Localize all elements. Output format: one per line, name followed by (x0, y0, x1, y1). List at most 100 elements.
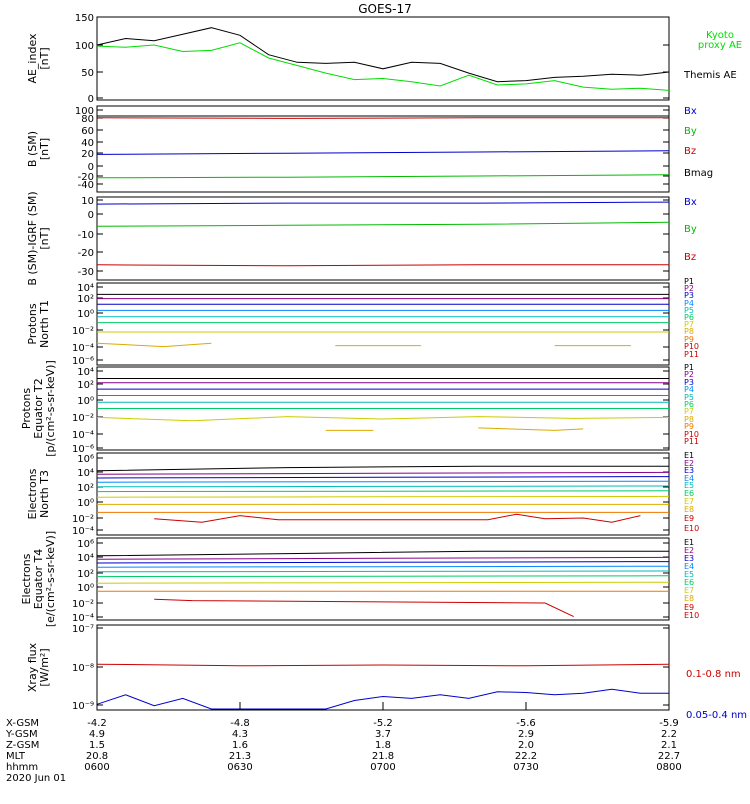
y-tick-label: 100 (75, 41, 94, 52)
x-table-value: 2.2 (661, 729, 677, 740)
ylabel-line: Equator T2 (32, 378, 45, 438)
y-tick-label: -10 (78, 230, 94, 241)
y-tick-label: 10⁻⁶ (72, 444, 94, 455)
x-table-value: 0800 (656, 762, 681, 773)
x-table-value: -4.2 (87, 718, 107, 729)
x-table-value: 0700 (370, 762, 395, 773)
series-line (154, 513, 641, 523)
series-line (325, 427, 584, 431)
series-line (96, 490, 670, 493)
legend-label: E6 (684, 489, 694, 498)
legend-label: E3 (684, 466, 694, 475)
legend-label: P2 (684, 284, 694, 293)
legend-label: P8 (684, 415, 694, 424)
y-tick-label: 0 (88, 162, 94, 173)
ylabel-line: North T1 (38, 300, 51, 348)
x-table-value: 0630 (227, 762, 252, 773)
legend-label: Themis AE (683, 70, 737, 81)
x-table-value: 1.6 (232, 740, 248, 751)
legend-label: P5 (684, 393, 694, 402)
y-tick-label: 10⁴ (77, 283, 94, 294)
legend-label: P9 (684, 335, 694, 344)
legend-label: proxy AE (698, 40, 742, 51)
panel-xray: Xray flux[W/m²] 10⁻⁷ 10⁻⁸ 10⁻⁹ 0.1-0.8 nm 0.0… (26, 624, 747, 721)
y-tick-label: 0 (88, 210, 94, 221)
series-line (96, 556, 670, 560)
series-line (96, 174, 670, 179)
legend-label: E1 (684, 451, 694, 460)
y-tick-label: 100 (75, 106, 94, 117)
ylabel-line: Electrons (26, 468, 39, 519)
y-tick-label: 10⁻⁴ (72, 526, 94, 537)
y-tick-label: 10⁰ (77, 498, 94, 509)
ylabel-line: [nT] (38, 47, 51, 69)
legend-label: 0.05-0.4 nm (686, 710, 747, 721)
legend-label: E2 (684, 546, 694, 555)
legend-label: E4 (684, 562, 694, 571)
x-row-label: MLT (6, 751, 26, 762)
panel-enorth: ElectronsNorth T310⁶10⁴10²10⁰10⁻²10⁻⁴E1E… (26, 451, 699, 537)
x-row-label: Z-GSM (6, 740, 39, 751)
y-tick-label: 10⁻² (72, 514, 94, 525)
legend-label: E7 (684, 497, 694, 506)
legend-label: E5 (684, 481, 694, 490)
legend-label: E8 (684, 594, 694, 603)
ylabel-line: B (SM)-IGRF (SM) (26, 191, 39, 285)
y-tick-label: 10⁻⁴ (72, 343, 94, 354)
series-line (96, 201, 670, 205)
ylabel-line: B (SM) (26, 131, 39, 167)
series-line (96, 342, 631, 348)
legend-label: P3 (684, 291, 694, 300)
legend-label: P7 (684, 407, 694, 416)
y-tick-label: 10² (77, 294, 94, 305)
y-tick-label: 10² (77, 569, 94, 580)
legend-label: P6 (684, 313, 694, 322)
ylabel: AE_index[nT] (26, 33, 51, 84)
legend-label: P9 (684, 422, 694, 431)
x-table-value: 22.2 (515, 751, 537, 762)
y-tick-label: 10⁻⁸ (72, 663, 94, 674)
series-line (96, 575, 670, 578)
ylabel-line: Protons (26, 303, 39, 344)
legend-label: E6 (684, 578, 694, 587)
legend-label: P8 (684, 327, 694, 336)
y-tick-label: 10² (77, 380, 94, 391)
legend-label: P2 (684, 370, 694, 379)
y-tick-label: 10⁶ (77, 454, 94, 465)
y-tick-label: -20 (78, 172, 94, 183)
y-tick-label: 40 (81, 138, 94, 149)
ylabel-line: Xray flux (26, 642, 39, 692)
legend-label: P5 (684, 306, 694, 315)
y-tick-label: 10 (81, 196, 94, 207)
x-table-value: 1.8 (375, 740, 391, 751)
legend-label: E4 (684, 474, 694, 483)
ylabel: ProtonsNorth T1 (26, 300, 51, 348)
panel-frame (96, 452, 670, 536)
legend-label: E9 (684, 603, 694, 612)
legend-label: E8 (684, 505, 694, 514)
legend-label: Bx (684, 106, 697, 117)
series-line (96, 465, 669, 472)
legend-label: E9 (684, 514, 694, 523)
ylabel-line: [e/(cm²-s-sr-keV)] (44, 531, 57, 627)
y-tick-label: 10⁴ (77, 367, 94, 378)
legend-label: E10 (684, 611, 699, 620)
y-tick-label: 10⁻² (72, 326, 94, 337)
series-line (96, 495, 670, 498)
series-line (96, 476, 670, 479)
ylabel: B (SM)-IGRF (SM)[nT] (26, 191, 51, 285)
legend-label: Bmag (684, 168, 713, 179)
legend-label: P1 (684, 277, 694, 286)
ylabel: Xray flux[W/m²] (26, 642, 51, 692)
panel-frame (96, 282, 670, 366)
y-tick-label: 10⁻⁴ (72, 430, 94, 441)
panel-bigrf: B (SM)-IGRF (SM)[nT] 10 0 -10 -20 -30 Bx By Bz (26, 191, 697, 285)
x-table-value: 2.0 (518, 740, 534, 751)
series-line (96, 688, 669, 710)
legend-label: Kyoto (706, 30, 734, 41)
ylabel-line: AE_index (26, 33, 39, 84)
series-line (96, 416, 670, 422)
